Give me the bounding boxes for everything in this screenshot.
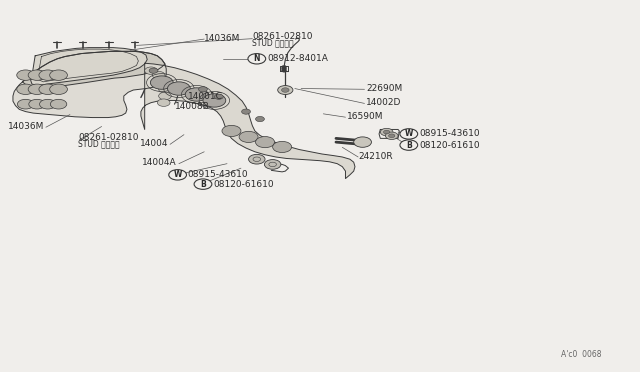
Text: STUD スタッド: STUD スタッド [252, 38, 294, 47]
Circle shape [282, 88, 289, 92]
Circle shape [385, 132, 398, 140]
Circle shape [255, 116, 264, 122]
Circle shape [150, 76, 173, 89]
Circle shape [50, 84, 67, 94]
Text: 14036M: 14036M [204, 34, 241, 43]
Text: 14001C: 14001C [188, 92, 223, 101]
Polygon shape [13, 51, 166, 118]
Circle shape [145, 67, 157, 74]
Circle shape [278, 86, 293, 94]
Polygon shape [31, 48, 147, 86]
Circle shape [159, 86, 172, 93]
Circle shape [400, 129, 418, 139]
Text: B: B [200, 180, 206, 189]
Circle shape [168, 82, 190, 95]
Circle shape [17, 84, 35, 94]
Circle shape [17, 99, 34, 109]
Circle shape [282, 65, 287, 68]
Text: 08915-43610: 08915-43610 [188, 170, 248, 179]
Text: 08261-02810: 08261-02810 [252, 32, 313, 41]
Circle shape [282, 69, 287, 72]
Circle shape [149, 68, 158, 73]
Text: STUD スタッド: STUD スタッド [78, 140, 120, 149]
Circle shape [282, 67, 287, 70]
Text: 16590M: 16590M [348, 112, 384, 121]
Polygon shape [141, 63, 355, 179]
Circle shape [40, 99, 56, 109]
Circle shape [51, 99, 67, 109]
Circle shape [185, 88, 208, 101]
Text: 08912-8401A: 08912-8401A [268, 54, 328, 63]
Circle shape [214, 94, 223, 99]
Circle shape [39, 84, 57, 94]
Text: 08120-61610: 08120-61610 [420, 141, 480, 150]
Circle shape [159, 92, 172, 100]
Circle shape [264, 160, 281, 169]
Circle shape [152, 71, 165, 79]
Text: B: B [406, 141, 412, 150]
Circle shape [198, 87, 207, 92]
Polygon shape [22, 51, 165, 91]
Text: 14008B: 14008B [175, 102, 209, 111]
Circle shape [194, 179, 212, 189]
Text: W: W [404, 129, 413, 138]
Circle shape [273, 141, 292, 153]
Text: 08915-43610: 08915-43610 [420, 129, 480, 138]
Text: 22690M: 22690M [366, 84, 403, 93]
Circle shape [383, 130, 390, 134]
Circle shape [28, 70, 46, 80]
Circle shape [157, 79, 170, 86]
Circle shape [157, 99, 170, 106]
Circle shape [400, 140, 418, 150]
Circle shape [203, 94, 226, 107]
Circle shape [39, 70, 57, 80]
Circle shape [222, 125, 241, 137]
Text: 14004A: 14004A [141, 158, 177, 167]
Circle shape [239, 131, 258, 142]
Circle shape [248, 54, 266, 64]
Circle shape [242, 109, 250, 114]
Circle shape [28, 84, 46, 94]
Text: A'c0  0068: A'c0 0068 [561, 350, 602, 359]
Text: N: N [253, 54, 260, 63]
Text: 14036M: 14036M [8, 122, 45, 131]
Text: 14002D: 14002D [366, 98, 402, 107]
Text: 14004: 14004 [140, 139, 168, 148]
Circle shape [50, 70, 67, 80]
Circle shape [388, 134, 395, 138]
Text: 08120-61610: 08120-61610 [213, 180, 274, 189]
Circle shape [354, 137, 371, 147]
Circle shape [29, 99, 45, 109]
Circle shape [380, 128, 393, 136]
Circle shape [17, 70, 35, 80]
Text: 08261-02810: 08261-02810 [78, 133, 139, 142]
Text: W: W [173, 170, 182, 179]
Text: 24210R: 24210R [358, 152, 393, 161]
Circle shape [169, 170, 186, 180]
Circle shape [255, 137, 275, 148]
Circle shape [248, 154, 265, 164]
